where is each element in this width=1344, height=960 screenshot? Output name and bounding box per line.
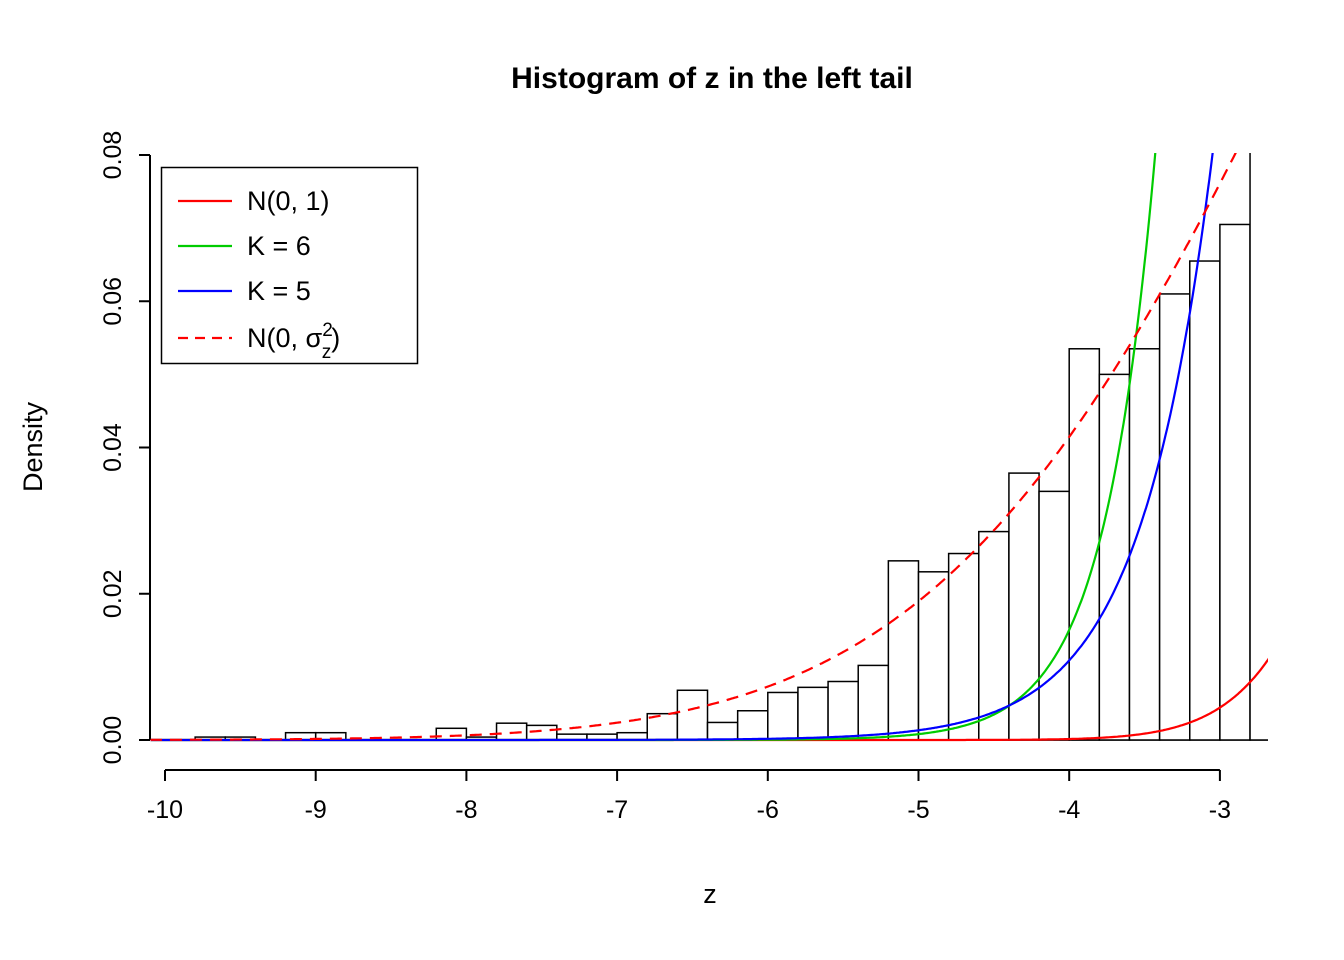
legend-label: K = 5 — [247, 276, 311, 306]
x-tick-label: -9 — [305, 796, 327, 824]
y-tick-label: 0.06 — [99, 277, 127, 326]
histogram-bar — [706, 721, 739, 741]
legend-label: K = 6 — [247, 231, 311, 261]
histogram-bar — [1068, 348, 1101, 741]
x-tick-label: -5 — [907, 796, 929, 824]
histogram-bar — [857, 664, 890, 741]
histogram-bar — [1249, 153, 1268, 741]
histogram-bar — [947, 552, 980, 741]
histogram-bar — [736, 710, 769, 741]
y-tick-label: 0.00 — [99, 716, 127, 765]
legend-box — [160, 166, 419, 365]
legend-entry: K = 5 — [178, 276, 311, 306]
histogram-bar — [1189, 260, 1221, 741]
legend-label: N(0, σ2 z) — [247, 320, 340, 363]
x-axis: -10 -9 -8 -7 -6 -5 -4 -3 — [147, 769, 1231, 824]
legend-label: N(0, 1) — [247, 186, 330, 216]
y-tick-label: 0.08 — [99, 131, 127, 180]
legend-entry: N(0, σ2 z) — [178, 320, 340, 363]
histogram-bars — [165, 153, 1268, 741]
histogram-bar — [676, 689, 709, 741]
chart-title: Histogram of z in the left tail — [511, 62, 913, 95]
x-tick-label: -3 — [1209, 796, 1231, 824]
curve-k5 — [150, 153, 1214, 742]
x-tick-label: -4 — [1058, 796, 1080, 824]
x-tick-label: -6 — [757, 796, 779, 824]
histogram-bar — [435, 727, 468, 741]
histogram-bar — [1008, 472, 1040, 741]
histogram-bar — [1038, 490, 1070, 741]
histogram-bar — [1158, 293, 1191, 741]
density-curves — [150, 153, 1268, 742]
histogram-bar — [887, 560, 920, 741]
y-axis: 0.00 0.02 0.04 0.06 0.08 — [99, 131, 151, 765]
histogram-bar — [767, 691, 799, 741]
legend-entry: K = 6 — [178, 231, 311, 261]
histogram-bar — [1098, 373, 1131, 741]
legend-entry: N(0, 1) — [178, 186, 330, 216]
x-tick-label: -10 — [147, 796, 183, 824]
x-tick-label: -7 — [606, 796, 628, 824]
histogram-bar — [1219, 223, 1251, 741]
histogram-bar — [827, 680, 859, 741]
legend: N(0, 1) K = 6 K = 5 N(0, σ2 z) — [160, 166, 419, 365]
x-tick-label: -8 — [455, 796, 477, 824]
y-tick-label: 0.04 — [99, 423, 127, 472]
y-axis-label: Density — [18, 401, 48, 492]
x-axis-label: z — [703, 879, 717, 909]
curve-n0-sigma2 — [150, 153, 1237, 741]
y-tick-label: 0.02 — [99, 569, 127, 618]
histogram-bar — [495, 722, 528, 741]
histogram-bar — [797, 686, 829, 741]
plot-area — [150, 153, 1268, 742]
